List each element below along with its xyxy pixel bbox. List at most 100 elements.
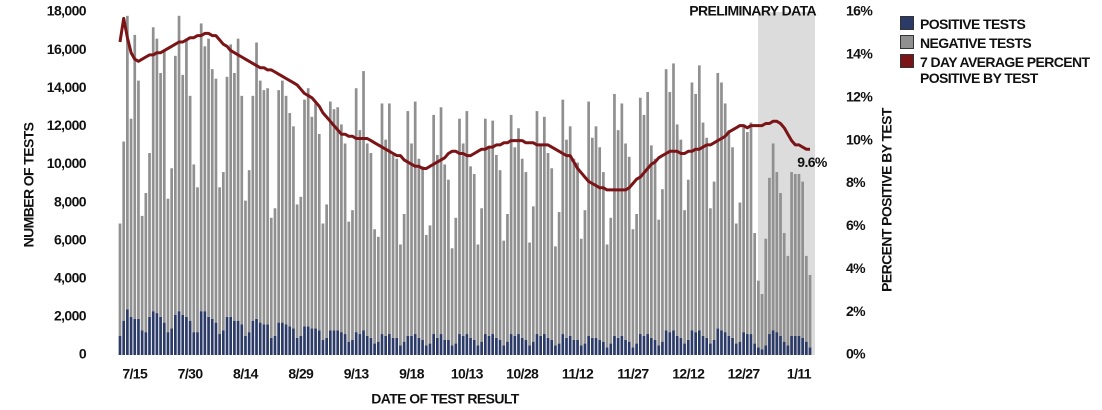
- bar-segment: [244, 200, 247, 336]
- bar-segment: [517, 128, 520, 335]
- legend-swatch: [900, 16, 914, 30]
- bar-segment: [709, 208, 712, 344]
- bar-segment: [705, 337, 709, 355]
- y2-tick-label: 8%: [846, 174, 866, 190]
- y-tick-label: 8,000: [54, 193, 87, 209]
- bar-segment: [679, 139, 683, 338]
- bar-segment: [524, 339, 528, 355]
- bar-segment: [395, 158, 399, 338]
- bar-segment: [609, 343, 613, 355]
- bar-segment: [233, 320, 236, 355]
- bar-segment: [613, 335, 616, 355]
- bar-segment: [428, 343, 432, 355]
- bar-segment: [159, 316, 162, 355]
- bar-segment: [432, 114, 435, 335]
- bar-segment: [155, 38, 159, 314]
- bar-segment: [126, 309, 129, 355]
- bar-segment: [129, 118, 133, 317]
- bar-segment: [620, 103, 624, 336]
- x-tick-label: 11/12: [562, 366, 594, 382]
- bar-segment: [661, 189, 664, 342]
- bar-segment: [472, 339, 476, 355]
- bar-segment: [686, 339, 690, 355]
- bar-segment: [214, 78, 218, 323]
- bar-segment: [428, 225, 432, 344]
- bar-segment: [520, 158, 524, 338]
- bar-segment: [768, 334, 771, 355]
- bar-segment: [144, 193, 148, 333]
- bar-segment: [631, 229, 635, 348]
- bar-segment: [373, 343, 376, 355]
- bar-segment: [458, 118, 461, 335]
- bar-segment: [602, 341, 605, 355]
- bar-segment: [450, 248, 454, 346]
- bar-segment: [480, 208, 483, 342]
- bar-segment: [399, 345, 402, 355]
- bar-segment: [517, 334, 520, 355]
- bar-segment: [133, 34, 137, 319]
- bar-segment: [650, 145, 653, 338]
- bar-segment: [605, 244, 609, 348]
- bar-segment: [690, 82, 694, 331]
- bar-segment: [450, 345, 454, 355]
- legend-item: NEGATIVE TESTS: [900, 35, 1090, 51]
- bar-segment: [151, 27, 155, 312]
- bar-segment: [273, 208, 277, 336]
- bar-segment: [546, 153, 550, 338]
- legend-item: POSITIVE TESTS: [900, 16, 1090, 32]
- bar-segment: [295, 337, 299, 355]
- y2-tick-label: 14%: [846, 46, 873, 62]
- y-tick-label: 4,000: [54, 269, 87, 285]
- legend: POSITIVE TESTS NEGATIVE TESTS 7 DAY AVERAG…: [900, 16, 1090, 89]
- bar-segment: [240, 95, 244, 325]
- bar-segment: [716, 72, 720, 329]
- bar-segment: [325, 204, 328, 338]
- y-tick-label: 16,000: [47, 41, 87, 57]
- bar-segment: [742, 332, 745, 355]
- bar-segment: [531, 206, 535, 342]
- bar-segment: [502, 345, 506, 355]
- bar-segment: [170, 168, 174, 329]
- bar-segment: [188, 95, 192, 321]
- bar-segment: [332, 109, 336, 331]
- bar-segment: [520, 337, 524, 355]
- bar-segment: [454, 217, 458, 344]
- bar-segment: [351, 339, 354, 355]
- bar-segment: [786, 255, 790, 346]
- bar-segment: [266, 324, 269, 355]
- x-tick-label: 7/15: [122, 366, 148, 382]
- bar-segment: [255, 42, 258, 319]
- x-tick-label: 7/30: [178, 366, 204, 382]
- bar-segment: [557, 212, 561, 344]
- bar-segment: [483, 118, 487, 335]
- bar-segment: [801, 181, 804, 338]
- bar-segment: [255, 318, 258, 355]
- bar-segment: [192, 164, 196, 333]
- bar-segment: [524, 172, 528, 340]
- bar-segment: [229, 44, 233, 317]
- bar-segment: [185, 40, 188, 317]
- bar-segment: [247, 170, 251, 333]
- bar-segment: [458, 334, 461, 355]
- x-tick-label: 12/12: [672, 366, 705, 382]
- bar-segment: [332, 330, 336, 355]
- bar-segment: [583, 343, 587, 355]
- bar-segment: [328, 101, 332, 331]
- bar-segment: [354, 88, 358, 333]
- bar-segment: [439, 107, 443, 335]
- bar-segment: [675, 335, 679, 355]
- bar-segment: [148, 153, 151, 317]
- bar-segment: [203, 46, 207, 312]
- bar-segment: [177, 311, 181, 355]
- bar-segment: [469, 337, 472, 355]
- legend-item: 7 DAY AVERAGE PERCENT POSITIVE BY TEST: [900, 54, 1090, 86]
- bar-segment: [295, 204, 299, 338]
- y-tick-label: 0: [79, 346, 87, 362]
- y2-tick-label: 4%: [846, 260, 866, 276]
- bar-segment: [664, 69, 668, 331]
- bar-segment: [347, 221, 351, 342]
- bar-segment: [587, 101, 590, 336]
- bar-segment: [281, 322, 284, 355]
- bar-segment: [572, 339, 576, 355]
- bar-segment: [148, 316, 151, 355]
